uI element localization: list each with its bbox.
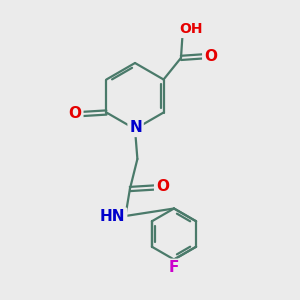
Text: F: F xyxy=(169,260,179,275)
Text: O: O xyxy=(156,178,169,194)
Text: O: O xyxy=(204,49,217,64)
Text: O: O xyxy=(69,106,82,122)
Text: N: N xyxy=(129,120,142,135)
Text: OH: OH xyxy=(179,22,202,36)
Text: HN: HN xyxy=(100,209,126,224)
